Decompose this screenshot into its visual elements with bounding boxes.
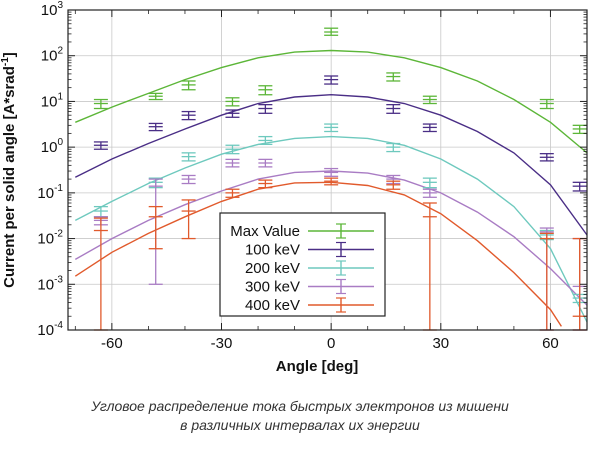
error-bar-point: [258, 135, 273, 146]
error-bar-point: [422, 95, 437, 105]
x-axis-title: Angle [deg]: [276, 358, 359, 375]
y-tick-exponent: -1: [54, 183, 63, 194]
error-bar-point: [181, 80, 196, 91]
y-axis-title: Current per solid angle [A*srad-1]: [0, 52, 18, 288]
x-tick-label: 0: [327, 335, 335, 352]
y-tick-base: 10: [41, 93, 58, 110]
fit-curve: [74, 93, 588, 236]
y-tick-label: 10-2: [37, 229, 63, 248]
error-bar-point: [572, 124, 587, 135]
y-tick-base: 10: [37, 276, 54, 293]
x-tick-label: 30: [432, 335, 449, 352]
error-bar-point: [539, 153, 554, 162]
x-tick-label: -60: [101, 335, 123, 352]
y-tick-exponent: -3: [54, 274, 63, 285]
error-bar-point: [225, 188, 240, 198]
legend-label: Max Value: [230, 223, 300, 240]
error-bar-point: [324, 75, 339, 85]
error-bar-point: [258, 85, 273, 96]
error-bar-point: [93, 217, 108, 331]
y-tick-base: 10: [41, 2, 58, 19]
error-bar-point: [93, 205, 108, 218]
error-bar-point: [386, 142, 401, 153]
error-bar-point: [181, 174, 196, 185]
y-tick-label: 101: [41, 91, 64, 110]
error-bar-point: [93, 98, 108, 110]
error-bar-point: [539, 98, 554, 110]
grid-lines: [68, 10, 587, 330]
y-tick-base: 10: [37, 231, 54, 248]
legend-label: 300 keV: [245, 279, 300, 296]
y-tick-base: 10: [37, 322, 54, 339]
error-bar-point: [422, 123, 437, 133]
y-tick-base: 10: [41, 139, 58, 156]
error-bar-point: [324, 27, 339, 36]
caption-line-2: в различных интервалах их энергии: [180, 417, 420, 433]
legend-label: 200 keV: [245, 260, 300, 277]
error-bar-point: [148, 122, 163, 132]
x-tick-label: 60: [542, 335, 559, 352]
error-bar-point: [324, 177, 339, 186]
y-tick-label: 102: [41, 46, 64, 65]
error-bar-point: [181, 199, 196, 240]
legend-label: 100 keV: [245, 242, 300, 259]
error-bar-point: [539, 232, 554, 331]
error-bar-point: [422, 177, 437, 189]
x-tick-label: -30: [211, 335, 233, 352]
y-tick-base: 10: [41, 48, 58, 65]
y-tick-label: 10-3: [37, 274, 63, 293]
figure-caption: Угловое распределение тока быстрых элект…: [0, 397, 600, 435]
error-bar-point: [225, 158, 240, 168]
legend-box: [219, 212, 386, 317]
y-axis-title-end: ]: [1, 52, 18, 57]
error-bar-point: [181, 152, 196, 162]
error-bar-point: [422, 188, 437, 198]
error-bar-point: [225, 109, 240, 118]
error-bar-point: [386, 104, 401, 114]
fit-curve: [75, 49, 588, 154]
error-bar-point: [324, 123, 339, 133]
error-bar-point: [93, 141, 108, 150]
y-axis-title-main: Current per solid angle [A*srad: [1, 66, 18, 288]
error-bar-point: [572, 181, 587, 192]
y-tick-exponent: 3: [57, 0, 63, 11]
y-tick-label: 103: [41, 0, 64, 19]
legend-label: 400 keV: [245, 297, 300, 314]
y-tick-base: 10: [37, 185, 54, 202]
plot-frame: [67, 9, 588, 331]
y-tick-exponent: 2: [57, 46, 63, 57]
error-bar-point: [181, 110, 196, 121]
y-tick-exponent: 1: [57, 91, 63, 102]
error-bar-point: [258, 158, 273, 168]
error-bar-point: [258, 179, 273, 189]
error-bar-point: [386, 72, 401, 82]
error-bar-point: [422, 202, 437, 331]
y-axis-title-sup: -1: [0, 57, 11, 66]
error-bar-point: [225, 144, 240, 155]
error-bar-point: [324, 167, 339, 177]
y-tick-label: 10-4: [37, 320, 63, 339]
error-bar-point: [148, 92, 163, 101]
error-bar-point: [258, 104, 273, 114]
y-tick-exponent: -4: [54, 320, 63, 331]
error-bar-point: [148, 205, 163, 250]
error-bar-point: [386, 180, 401, 190]
caption-line-1: Угловое распределение тока быстрых элект…: [91, 398, 509, 414]
y-tick-label: 10-1: [37, 183, 63, 202]
y-tick-exponent: 0: [57, 137, 63, 148]
y-tick-exponent: -2: [54, 229, 63, 240]
error-bar-point: [225, 97, 240, 107]
y-tick-label: 100: [41, 137, 64, 156]
